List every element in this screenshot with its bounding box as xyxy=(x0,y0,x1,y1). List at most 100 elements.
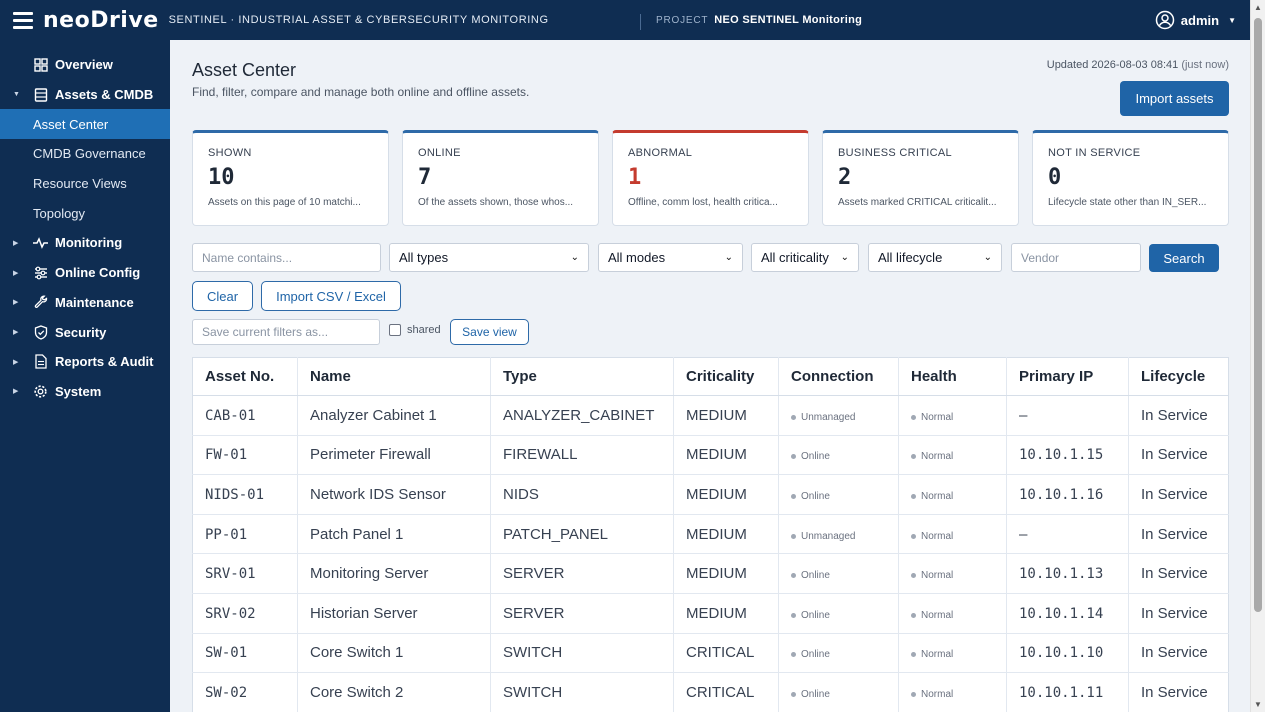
project-label: PROJECT xyxy=(656,15,709,26)
save-view-button[interactable]: Save view xyxy=(450,319,529,345)
brand-logo[interactable]: neoDrive xyxy=(43,7,159,33)
import-assets-button[interactable]: Import assets xyxy=(1120,81,1229,116)
vendor-filter-input[interactable]: Vendor xyxy=(1011,243,1141,272)
updated-relative: (just now) xyxy=(1181,59,1229,71)
cell-health: Normal xyxy=(898,672,1007,712)
column-header[interactable]: Asset No. xyxy=(192,357,298,396)
sidebar-item-system[interactable]: ▶ System xyxy=(0,377,170,407)
health-status: Normal xyxy=(911,531,953,542)
cell-asset-no-text: CAB-01 xyxy=(205,407,256,424)
cell-name: Patch Panel 1 xyxy=(297,514,491,555)
status-label: Unmanaged xyxy=(801,411,856,423)
status-label: Normal xyxy=(921,688,954,700)
app-subtitle: SENTINEL · INDUSTRIAL ASSET & CYBERSECUR… xyxy=(168,14,549,26)
type-select[interactable]: All types ⌄ xyxy=(389,243,589,272)
table-row[interactable]: NIDS-01 Network IDS Sensor NIDS MEDIUM Onlin… xyxy=(192,474,1229,515)
sidebar-item-security[interactable]: ▶ Security xyxy=(0,317,170,347)
cell-lifecycle: In Service xyxy=(1128,553,1229,594)
menu-icon[interactable] xyxy=(13,11,33,29)
column-header[interactable]: Health xyxy=(898,357,1007,396)
column-header[interactable]: Connection xyxy=(778,357,899,396)
card-business-critical: BUSINESS CRITICAL 2 Assets marked CRITIC… xyxy=(822,130,1019,226)
user-name: admin xyxy=(1180,12,1220,28)
connection-status: Online xyxy=(791,610,830,621)
cell-connection: Online xyxy=(778,435,899,476)
cell-name-text: Core Switch 1 xyxy=(310,644,404,662)
project-indicator: PROJECT NEO SENTINEL Monitoring xyxy=(656,14,862,26)
assets-table: Asset No. Name Type Criticality Connecti… xyxy=(192,357,1229,712)
caret-right-icon: ▶ xyxy=(13,269,19,277)
status-dot-icon xyxy=(791,652,796,658)
caret-right-icon: ▶ xyxy=(13,299,19,307)
table-row[interactable]: CAB-01 Analyzer Cabinet 1 ANALYZER_CABINET… xyxy=(192,395,1229,436)
connection-status: Online xyxy=(791,689,830,700)
shared-checkbox[interactable] xyxy=(389,324,401,336)
clear-button[interactable]: Clear xyxy=(192,281,253,311)
health-status: Normal xyxy=(911,451,953,462)
status-label: Normal xyxy=(921,451,954,463)
cell-asset-no: CAB-01 xyxy=(192,395,298,436)
wrench-icon xyxy=(33,295,48,310)
document-icon xyxy=(33,354,48,369)
table-row[interactable]: SRV-02 Historian Server SERVER MEDIUM Online… xyxy=(192,593,1229,634)
status-label: Normal xyxy=(921,609,954,621)
column-header[interactable]: Type xyxy=(490,357,674,396)
card-value: 1 xyxy=(628,165,642,190)
column-header[interactable]: Lifecycle xyxy=(1128,357,1229,396)
cell-type-text: SERVER xyxy=(503,604,565,622)
sidebar-item-asset-center[interactable]: Asset Center xyxy=(0,109,170,140)
sidebar-item-overview[interactable]: Overview xyxy=(0,50,170,80)
cell-type-text: PATCH_PANEL xyxy=(503,525,609,543)
sidebar-item-topology[interactable]: Topology xyxy=(33,205,86,221)
status-dot-icon xyxy=(791,533,796,539)
status-label: Normal xyxy=(921,570,954,582)
user-menu[interactable]: admin ▼ xyxy=(1155,10,1236,30)
cell-type-text: SWITCH xyxy=(503,644,563,662)
cell-type-text: FIREWALL xyxy=(503,446,578,464)
table-row[interactable]: SW-02 Core Switch 2 SWITCH CRITICAL Online No… xyxy=(192,672,1229,712)
sidebar-item-online-config[interactable]: ▶ Online Config xyxy=(0,258,170,288)
cell-asset-no: SW-01 xyxy=(192,633,298,674)
cell-lifecycle: In Service xyxy=(1128,593,1229,634)
sidebar-item-resource-views[interactable]: Resource Views xyxy=(33,176,127,192)
card-description: Of the assets shown, those whos... xyxy=(418,197,574,208)
table-row[interactable]: FW-01 Perimeter Firewall FIREWALL MEDIUM Onl… xyxy=(192,435,1229,476)
scroll-down-icon[interactable]: ▼ xyxy=(1254,700,1262,709)
column-header[interactable]: Primary IP xyxy=(1006,357,1129,396)
sidebar-item-maintenance[interactable]: ▶ Maintenance xyxy=(0,288,170,318)
mode-select[interactable]: All modes ⌄ xyxy=(598,243,743,272)
table-row[interactable]: SW-01 Core Switch 1 SWITCH CRITICAL Online No… xyxy=(192,633,1229,674)
sidebar-item-monitoring[interactable]: ▶ Monitoring xyxy=(0,228,170,258)
card-not-in-service: NOT IN SERVICE 0 Lifecycle state other t… xyxy=(1032,130,1229,226)
search-button[interactable]: Search xyxy=(1149,244,1219,272)
connection-status: Unmanaged xyxy=(791,531,855,542)
cell-primary-ip: 10.10.1.16 xyxy=(1006,474,1129,515)
table-row[interactable]: SRV-01 Monitoring Server SERVER MEDIUM Onlin… xyxy=(192,553,1229,594)
page-scrollbar[interactable]: ▲ ▼ xyxy=(1250,0,1265,712)
column-header[interactable]: Name xyxy=(297,357,491,396)
lifecycle-select[interactable]: All lifecycle ⌄ xyxy=(868,243,1002,272)
connection-status: Unmanaged xyxy=(791,412,855,423)
column-header[interactable]: Criticality xyxy=(673,357,779,396)
sidebar-item-label: System xyxy=(55,383,102,399)
cell-criticality-text: MEDIUM xyxy=(686,485,747,503)
import-csv-button[interactable]: Import CSV / Excel xyxy=(261,281,401,311)
caret-down-icon: ▼ xyxy=(13,91,20,99)
scroll-up-icon[interactable]: ▲ xyxy=(1254,3,1262,12)
connection-status: Online xyxy=(791,649,830,660)
status-dot-icon xyxy=(791,414,796,420)
status-dot-icon xyxy=(911,612,916,618)
criticality-select[interactable]: All criticality ⌄ xyxy=(751,243,859,272)
card-key: NOT IN SERVICE xyxy=(1048,147,1141,159)
scrollbar-thumb[interactable] xyxy=(1254,18,1262,612)
cell-name: Monitoring Server xyxy=(297,553,491,594)
shared-checkbox-row[interactable]: shared xyxy=(389,324,441,336)
sidebar-item-assets-cmdb[interactable]: ▼ Assets & CMDB xyxy=(0,80,170,110)
table-row[interactable]: PP-01 Patch Panel 1 PATCH_PANEL MEDIUM Unman… xyxy=(192,514,1229,555)
name-filter-input[interactable]: Name contains... xyxy=(192,243,381,272)
save-view-name-input[interactable]: Save current filters as... xyxy=(192,319,380,345)
cell-asset-no: PP-01 xyxy=(192,514,298,555)
sidebar-item-reports-audit[interactable]: ▶ Reports & Audit xyxy=(0,347,170,377)
sidebar-item-cmdb-governance[interactable]: CMDB Governance xyxy=(33,146,146,162)
cell-primary-ip-text: — xyxy=(1019,526,1028,543)
